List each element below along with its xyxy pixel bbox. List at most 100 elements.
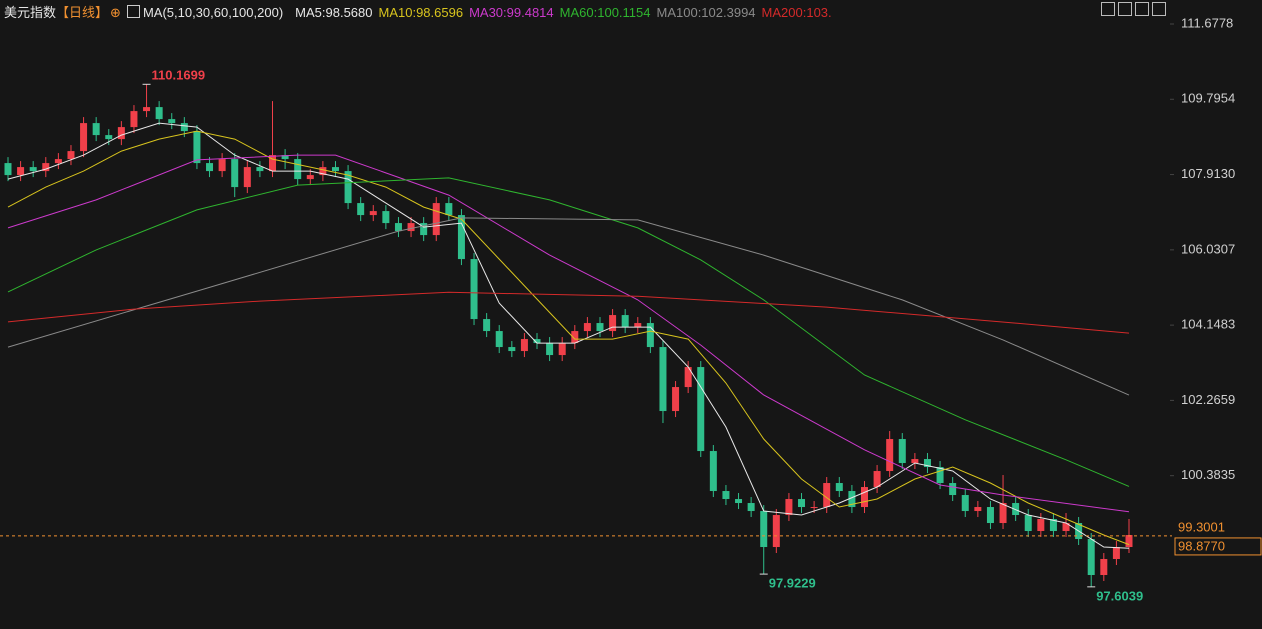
high-label: 110.1699	[152, 68, 206, 83]
last-high-label: 99.3001	[1178, 519, 1225, 534]
candle-body	[407, 223, 415, 232]
candle-body	[1049, 519, 1057, 532]
candle-body	[67, 151, 75, 160]
candle-body	[1024, 515, 1032, 532]
candle-body	[684, 367, 692, 388]
candle-body	[357, 203, 365, 216]
candle-body	[886, 439, 894, 472]
candle-body	[394, 223, 402, 232]
tool-button[interactable]	[1152, 2, 1166, 16]
candle-body	[672, 387, 680, 412]
candle-body	[810, 507, 818, 509]
candle-body	[1062, 523, 1070, 532]
y-tick-label: 104.1483	[1181, 317, 1235, 332]
y-tick-label: 102.2659	[1181, 392, 1235, 407]
candle-body	[294, 159, 302, 180]
candle-body	[760, 511, 768, 548]
candle-body	[986, 507, 994, 524]
candle-body	[470, 259, 478, 320]
candle-body	[143, 107, 151, 112]
low-label: 97.6039	[1096, 588, 1143, 603]
legend: MA5:98.5680 MA10:98.6596 MA30:99.4814 MA60:…	[289, 5, 831, 20]
chart-header: 美元指数【日线】 ⊕ MA(5,10,30,60,100,200) MA5:98.56…	[4, 2, 832, 21]
candle-body	[785, 499, 793, 516]
candle-body	[495, 331, 503, 348]
candle-body	[445, 203, 453, 216]
tool-button[interactable]	[1101, 2, 1115, 16]
ma-line	[7, 177, 1130, 487]
candle-body	[571, 331, 579, 344]
tool-button[interactable]	[1118, 2, 1132, 16]
candle-body	[722, 491, 730, 500]
candle-body	[457, 215, 465, 260]
candle-body	[558, 343, 566, 356]
y-tick-label: 106.0307	[1181, 241, 1235, 256]
toolbar	[1101, 2, 1166, 16]
candle-body	[546, 343, 554, 356]
candle-body	[533, 339, 541, 344]
candle-body	[936, 467, 944, 484]
candle-body	[281, 155, 289, 160]
candle-body	[697, 367, 705, 452]
candle-body	[92, 123, 100, 136]
candle-body	[949, 483, 957, 496]
candle-body	[105, 135, 113, 140]
candle-body	[369, 211, 377, 216]
candle-body	[168, 119, 176, 124]
legend-entry: MA30:99.4814	[469, 5, 554, 20]
candle-body	[306, 175, 314, 180]
legend-entry: MA5:98.5680	[295, 5, 373, 20]
candle-body	[974, 507, 982, 512]
legend-entry: MA100:102.3994	[656, 5, 756, 20]
ma-line	[7, 217, 1130, 396]
indicator-icon[interactable]	[126, 5, 140, 18]
candle-body	[231, 159, 239, 188]
candle-body	[735, 499, 743, 504]
candle-body	[772, 515, 780, 548]
candle-body	[193, 131, 201, 164]
candle-body	[243, 167, 251, 188]
candle-body	[860, 487, 868, 508]
candle-body	[180, 123, 188, 132]
candle-body	[798, 499, 806, 508]
ma-line	[7, 122, 1130, 549]
low-label: 97.9229	[769, 576, 816, 591]
candle-body	[1087, 539, 1095, 576]
legend-entry: MA200:103.	[761, 5, 832, 20]
ma-line	[7, 130, 1130, 546]
legend-entry: MA10:98.6596	[378, 5, 464, 20]
candle-body	[80, 123, 88, 152]
candle-body	[634, 323, 642, 328]
candle-body	[319, 167, 327, 176]
period[interactable]: 【日线】	[56, 5, 109, 20]
candle-body	[269, 155, 277, 172]
candle-body	[508, 347, 516, 352]
candle-body	[382, 211, 390, 224]
candle-body	[17, 167, 25, 176]
price-box	[1174, 537, 1262, 556]
candle-body	[218, 159, 226, 172]
candle-body	[646, 323, 654, 348]
y-tick-label: 109.7954	[1181, 91, 1235, 106]
tool-button[interactable]	[1135, 2, 1149, 16]
ma-line	[7, 291, 1130, 334]
candle-body	[29, 167, 37, 172]
y-tick-label: 107.9130	[1181, 166, 1235, 181]
candle-body	[1125, 535, 1133, 548]
candle-body	[130, 111, 138, 128]
candle-body	[709, 451, 717, 492]
candle-body	[4, 163, 12, 176]
ma-line	[7, 154, 1130, 513]
candle-body	[923, 459, 931, 468]
candle-body	[42, 163, 50, 172]
candle-body	[483, 319, 491, 332]
y-tick-label: 100.3835	[1181, 467, 1235, 482]
candle-body	[835, 483, 843, 492]
current-price-label: 98.8770	[1178, 538, 1225, 553]
candle-body	[1012, 503, 1020, 516]
add-icon[interactable]: ⊕	[110, 5, 121, 20]
chart-title: 美元指数	[4, 5, 57, 20]
candle-body	[155, 107, 163, 120]
candle-body	[999, 503, 1007, 524]
indicator-name[interactable]: MA(5,10,30,60,100,200)	[142, 5, 284, 20]
